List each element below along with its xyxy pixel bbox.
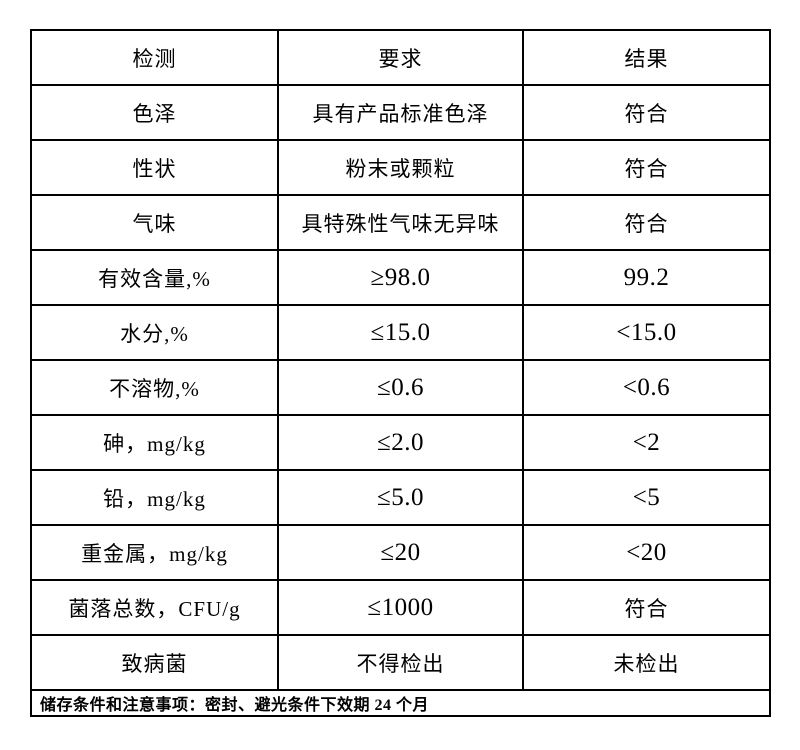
table-row: 性状 粉末或颗粒 符合: [30, 139, 771, 196]
cell-requirement: ≤5.0: [277, 469, 524, 526]
cell-test-item: 气味: [30, 194, 279, 251]
cell-requirement: ≤1000: [277, 579, 524, 636]
cell-test-item: 铅，mg/kg: [30, 469, 279, 526]
cell-requirement: 不得检出: [277, 634, 524, 691]
cell-test-item: 砷，mg/kg: [30, 414, 279, 471]
cell-test-item: 菌落总数，CFU/g: [30, 579, 279, 636]
header-cell-test-item: 检测: [30, 29, 279, 86]
table-row: 气味 具特殊性气味无异味 符合: [30, 194, 771, 251]
cell-result: 符合: [522, 84, 771, 141]
cell-requirement: ≥98.0: [277, 249, 524, 306]
cell-requirement: 具特殊性气味无异味: [277, 194, 524, 251]
table-row: 不溶物,% ≤0.6 <0.6: [30, 359, 771, 416]
storage-conditions-note: 储存条件和注意事项：密封、避光条件下效期 24 个月: [30, 689, 771, 717]
cell-test-item: 致病菌: [30, 634, 279, 691]
table-row: 铅，mg/kg ≤5.0 <5: [30, 469, 771, 526]
cell-requirement: ≤0.6: [277, 359, 524, 416]
table-row: 重金属，mg/kg ≤20 <20: [30, 524, 771, 581]
inspection-table: 检测 要求 结果 色泽 具有产品标准色泽 符合 性状 粉末或颗粒 符合 气味 具…: [30, 29, 771, 717]
cell-result: 符合: [522, 194, 771, 251]
cell-requirement: 粉末或颗粒: [277, 139, 524, 196]
header-cell-requirement: 要求: [277, 29, 524, 86]
table-row: 致病菌 不得检出 未检出: [30, 634, 771, 691]
cell-result: 符合: [522, 139, 771, 196]
cell-requirement: ≤15.0: [277, 304, 524, 361]
cell-test-item: 有效含量,%: [30, 249, 279, 306]
cell-result: <0.6: [522, 359, 771, 416]
cell-requirement: 具有产品标准色泽: [277, 84, 524, 141]
cell-requirement: ≤20: [277, 524, 524, 581]
cell-test-item: 色泽: [30, 84, 279, 141]
table-row: 色泽 具有产品标准色泽 符合: [30, 84, 771, 141]
cell-test-item: 重金属，mg/kg: [30, 524, 279, 581]
table-header-row: 检测 要求 结果: [30, 29, 771, 86]
cell-result: <5: [522, 469, 771, 526]
table-row: 水分,% ≤15.0 <15.0: [30, 304, 771, 361]
cell-result: <20: [522, 524, 771, 581]
cell-test-item: 水分,%: [30, 304, 279, 361]
table-row: 有效含量,% ≥98.0 99.2: [30, 249, 771, 306]
cell-result: <2: [522, 414, 771, 471]
header-cell-result: 结果: [522, 29, 771, 86]
table-row: 砷，mg/kg ≤2.0 <2: [30, 414, 771, 471]
cell-result: 未检出: [522, 634, 771, 691]
cell-result: 符合: [522, 579, 771, 636]
cell-test-item: 性状: [30, 139, 279, 196]
cell-result: <15.0: [522, 304, 771, 361]
cell-requirement: ≤2.0: [277, 414, 524, 471]
table-footer-row: 储存条件和注意事项：密封、避光条件下效期 24 个月: [30, 689, 771, 717]
table-row: 菌落总数，CFU/g ≤1000 符合: [30, 579, 771, 636]
cell-result: 99.2: [522, 249, 771, 306]
cell-test-item: 不溶物,%: [30, 359, 279, 416]
